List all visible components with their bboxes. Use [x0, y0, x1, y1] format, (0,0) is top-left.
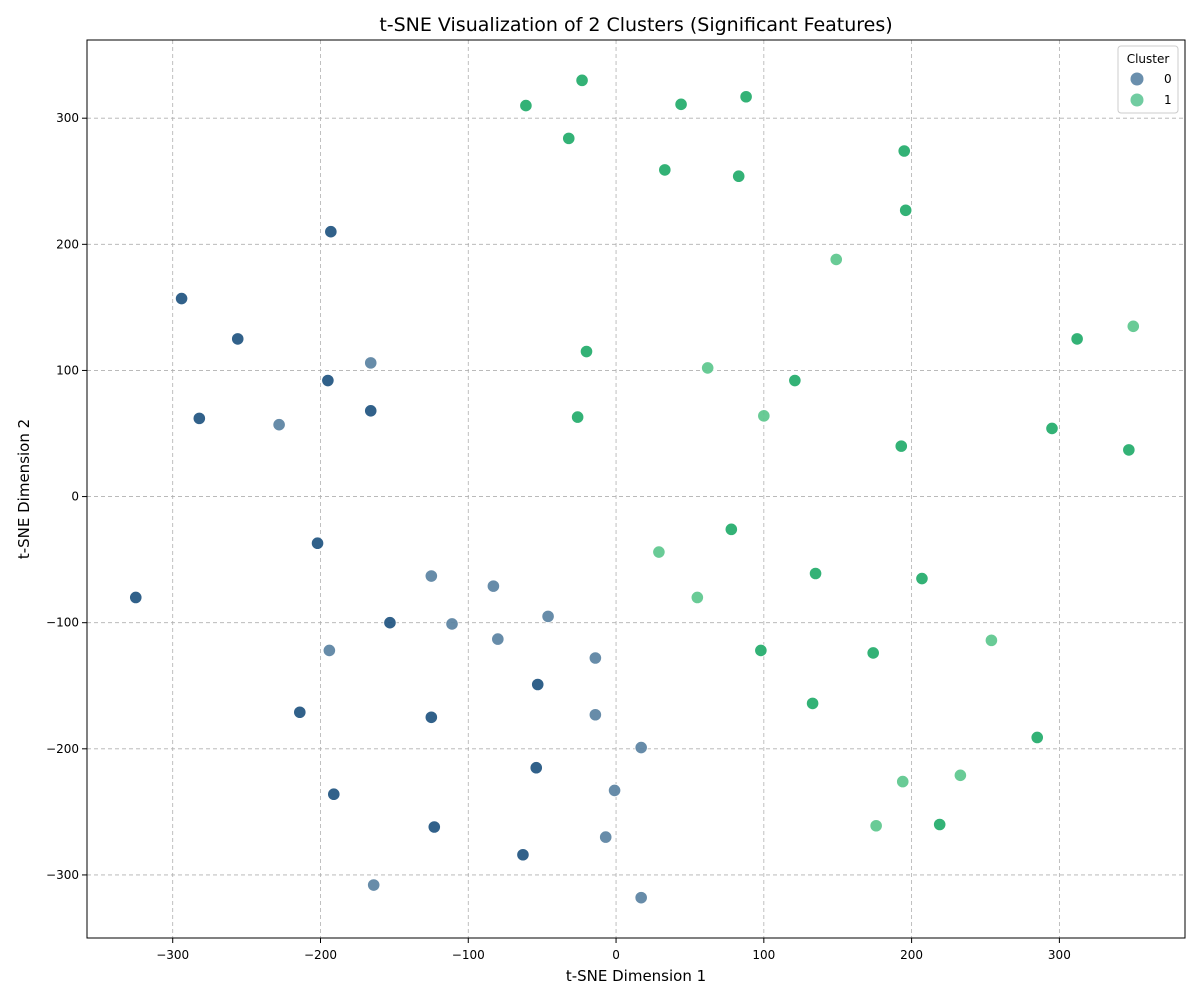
grid-lines [87, 40, 1185, 938]
cluster-1-point [829, 252, 843, 267]
cluster-0-point [231, 332, 245, 346]
cluster-0-point [324, 225, 338, 239]
legend-label-cluster-1: 1 [1164, 93, 1172, 107]
cluster-1-point [984, 633, 999, 647]
cluster-1-point [899, 203, 913, 217]
cluster-0-point [192, 411, 206, 425]
y-tick-label: 100 [56, 363, 79, 377]
plot-area-frame [86, 39, 1186, 939]
cluster-1-point [915, 571, 929, 586]
cluster-0-point [516, 848, 530, 862]
cluster-1-point [788, 373, 802, 388]
cluster-0-point [321, 373, 335, 388]
axis-ticks: −300 −200 −100 0 100 200 300 −300 −200 −100 0 100 20… [46, 111, 1071, 962]
cluster-0-point [541, 609, 555, 623]
x-tick-label: −100 [452, 948, 485, 962]
cluster-0-point [364, 404, 378, 418]
cluster-1-point [724, 522, 738, 536]
y-tick-label: 200 [56, 237, 79, 251]
cluster-0-point [310, 536, 325, 550]
y-tick-label: 300 [56, 111, 79, 125]
cluster-1-point [739, 90, 753, 104]
cluster-1-point [757, 409, 771, 423]
cluster-0-point [634, 740, 648, 755]
cluster-0-point [588, 651, 602, 665]
cluster-0-point [322, 643, 336, 658]
cluster-0-point [599, 830, 613, 844]
cluster-0-point [588, 708, 602, 722]
cluster-1-point [1045, 421, 1059, 436]
cluster-0-point [424, 569, 438, 583]
cluster-0-point [327, 787, 341, 801]
x-tick-label: 100 [752, 948, 775, 962]
cluster-1-point [690, 590, 704, 605]
cluster-1-point [953, 768, 967, 782]
x-tick-label: −300 [156, 948, 189, 962]
cluster-0-point [383, 616, 397, 630]
cluster-1-point [805, 696, 820, 711]
legend-marker-cluster-1 [1130, 93, 1144, 107]
cluster-1-point [754, 643, 768, 658]
legend: Cluster 0 1 [1117, 45, 1179, 114]
cluster-1-point [658, 163, 672, 177]
cluster-1-point [732, 169, 746, 183]
cluster-0-point [486, 579, 500, 593]
cluster-1-point [652, 545, 666, 559]
legend-marker-cluster-0 [1130, 72, 1144, 86]
x-axis-label: t-SNE Dimension 1 [566, 967, 706, 985]
cluster-1-point [1126, 319, 1140, 333]
cluster-0-point [607, 783, 622, 798]
cluster-1-point [866, 646, 880, 660]
cluster-0-point [531, 677, 545, 692]
cluster-0-point [445, 617, 459, 631]
legend-label-cluster-0: 0 [1164, 72, 1172, 86]
cluster-0-point [272, 418, 286, 432]
cluster-0-point [427, 820, 441, 834]
chart-title: t-SNE Visualization of 2 Clusters (Signi… [379, 14, 892, 36]
cluster-1-point [674, 97, 688, 111]
cluster-1-point [897, 144, 911, 158]
cluster-1-point [896, 775, 910, 789]
cluster-1-point [1030, 730, 1044, 745]
cluster-1-point [894, 439, 908, 453]
cluster-0-point [529, 761, 543, 775]
x-tick-label: 0 [612, 948, 620, 962]
cluster-1-point [701, 361, 715, 375]
cluster-0-point [491, 632, 505, 646]
cluster-1-point [519, 98, 533, 113]
cluster-0-point [174, 291, 189, 306]
legend-title: Cluster [1127, 52, 1170, 66]
cluster-1-point [562, 131, 576, 145]
y-axis-label: t-SNE Dimension 2 [15, 419, 33, 559]
cluster-1-point [571, 410, 585, 424]
cluster-0-point [129, 590, 143, 605]
cluster-1-point [869, 819, 883, 833]
y-tick-label: −300 [46, 868, 79, 882]
cluster-1-point [575, 73, 589, 87]
x-tick-label: 300 [1048, 948, 1071, 962]
cluster-0-point [367, 878, 381, 892]
cluster-0-point [424, 710, 438, 724]
y-tick-label: −200 [46, 742, 79, 756]
x-tick-label: −200 [304, 948, 337, 962]
cluster-1-point [1122, 443, 1136, 457]
cluster-1-point [933, 817, 947, 832]
y-tick-label: −100 [46, 616, 79, 630]
scatter-points [129, 73, 1140, 905]
cluster-1-point [808, 566, 823, 581]
cluster-1-point [1070, 332, 1084, 346]
y-tick-label: 0 [71, 490, 79, 504]
cluster-0-point [634, 891, 648, 905]
x-tick-label: 200 [900, 948, 923, 962]
cluster-0-point [293, 705, 307, 719]
cluster-0-point [364, 356, 378, 370]
cluster-1-point [579, 344, 594, 359]
